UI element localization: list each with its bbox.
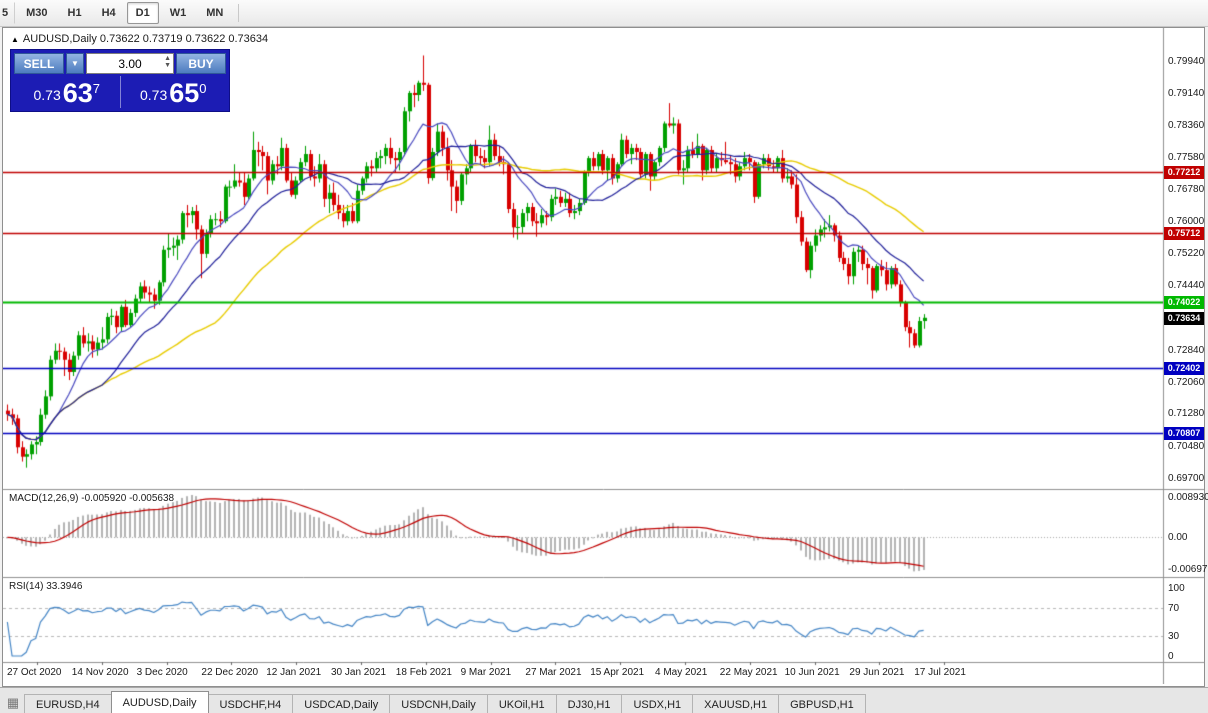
time-axis-label: 22 Dec 2020 — [201, 667, 259, 678]
timeframe-toolbar: 5 M30 H1 H4 D1 W1 MN — [0, 0, 1208, 27]
sell-price[interactable]: 0.73 63 7 — [14, 76, 120, 108]
tab-audusd-daily[interactable]: AUDUSD,Daily — [110, 691, 209, 713]
time-axis-label: 15 Apr 2021 — [590, 667, 645, 678]
timeframe-button-d1[interactable]: D1 — [126, 2, 159, 24]
chart-symbol-icon: ▲ — [11, 34, 19, 44]
time-axis-label: 14 Nov 2020 — [71, 667, 129, 678]
price-axis[interactable]: 0.79940 0.79140 0.78360 0.77580 0.76780 0.760… — [1164, 28, 1208, 684]
chart-title-text: AUDUSD,Daily 0.73622 0.73719 0.73622 0.7… — [22, 33, 269, 45]
buy-price[interactable]: 0.73 65 0 — [119, 76, 227, 108]
time-axis-label: 22 May 2021 — [719, 667, 778, 678]
macd-axis-label: 0.00 — [1168, 532, 1188, 544]
volume-value: 3.00 — [118, 56, 142, 71]
buy-price-small: 0.73 — [139, 87, 168, 103]
one-click-trading-panel: SELL ▼ 3.00 ▲ ▼ BUY 0.73 63 7 0.73 65 0 — [10, 49, 230, 112]
time-axis[interactable]: 27 Oct 2020 14 Nov 2020 3 Dec 2020 22 Dec 2… — [3, 665, 1163, 683]
buy-price-big: 65 — [169, 78, 200, 108]
toolbar-separator — [238, 4, 240, 22]
time-axis-label: 17 Jul 2021 — [914, 667, 966, 678]
price-axis-label: 0.78360 — [1168, 120, 1205, 132]
tab-ukoil-h1[interactable]: UKOil,H1 — [486, 694, 557, 713]
sell-button[interactable]: SELL — [14, 53, 64, 74]
resistance-line-tag: 0.77212 — [1164, 165, 1204, 179]
sell-price-big: 63 — [62, 78, 93, 108]
tab-gbpusd-h1[interactable]: GBPUSD,H1 — [778, 694, 866, 713]
rsi-axis-label: 0 — [1168, 651, 1174, 662]
buy-price-sup: 0 — [199, 81, 207, 96]
current-price-tag: 0.73634 — [1164, 311, 1204, 325]
tab-dj30-h1[interactable]: DJ30,H1 — [555, 694, 623, 713]
time-axis-label: 3 Dec 2020 — [136, 667, 188, 678]
sell-price-small: 0.73 — [33, 87, 61, 103]
resistance-line-tag: 0.75712 — [1164, 226, 1204, 240]
timeframe-button-mn[interactable]: MN — [206, 7, 224, 19]
price-axis-label: 0.72840 — [1168, 344, 1205, 356]
time-axis-label: 29 Jun 2021 — [849, 667, 905, 678]
chart-window: ▲ AUDUSD,Daily 0.73622 0.73719 0.73622 0… — [2, 27, 1208, 687]
price-axis-label: 0.76780 — [1168, 184, 1205, 196]
chevron-down-icon: ▼ — [71, 59, 79, 68]
price-axis-label: 0.72060 — [1168, 376, 1205, 388]
macd-axis-label: -0.00697 — [1168, 564, 1208, 576]
time-axis-label: 30 Jan 2021 — [331, 667, 387, 678]
chart-title: ▲ AUDUSD,Daily 0.73622 0.73719 0.73622 0… — [11, 33, 268, 45]
timeframe-button-m30[interactable]: M30 — [26, 7, 48, 19]
time-axis-label: 18 Feb 2021 — [395, 667, 452, 678]
step-up-icon[interactable]: ▲ — [164, 55, 171, 62]
price-axis-label: 0.75220 — [1168, 248, 1205, 260]
price-axis-label: 0.79940 — [1168, 55, 1205, 67]
rsi-axis-label: 30 — [1168, 630, 1180, 642]
timeframe-button-w1[interactable]: W1 — [169, 7, 187, 19]
price-axis-label: 0.77580 — [1168, 151, 1205, 163]
time-axis-label: 4 May 2021 — [655, 667, 708, 678]
price-axis-label: 0.76000 — [1168, 216, 1205, 228]
chart-canvas[interactable] — [3, 28, 1204, 684]
support-line-tag: 0.72402 — [1164, 361, 1204, 375]
support-line-tag: 0.74022 — [1164, 295, 1204, 309]
tab-usdcad-daily[interactable]: USDCAD,Daily — [292, 694, 391, 713]
tab-usdcnh-daily[interactable]: USDCNH,Daily — [389, 694, 488, 713]
price-axis-label: 0.70480 — [1168, 441, 1205, 453]
price-axis-label: 0.71280 — [1168, 408, 1205, 420]
support-line-tag: 0.70807 — [1164, 426, 1204, 440]
time-axis-label: 27 Oct 2020 — [7, 667, 62, 678]
chart-tab-list: EURUSD,H4 AUDUSD,Daily USDCHF,H4 USDCAD,Dai… — [24, 688, 866, 713]
time-axis-label: 9 Mar 2021 — [460, 667, 512, 678]
volume-stepper[interactable]: ▲ ▼ — [164, 55, 171, 69]
price-axis-label: 0.79140 — [1168, 88, 1205, 100]
price-axis-label: 0.69700 — [1168, 472, 1205, 484]
time-axis-label: 27 Mar 2021 — [525, 667, 582, 678]
order-type-dropdown[interactable]: ▼ — [66, 53, 84, 74]
chart-tabs-bar: ▦ EURUSD,H4 AUDUSD,Daily USDCHF,H4 USDCAD,D… — [0, 687, 1208, 713]
time-axis-label: 12 Jan 2021 — [266, 667, 322, 678]
price-axis-label: 0.74440 — [1168, 279, 1205, 291]
tab-xauusd-h1[interactable]: XAUUSD,H1 — [692, 694, 780, 713]
step-down-icon[interactable]: ▼ — [164, 62, 171, 69]
chart-grid-icon[interactable]: ▦ — [6, 695, 20, 710]
buy-button[interactable]: BUY — [176, 53, 226, 74]
sell-price-sup: 7 — [92, 81, 101, 96]
volume-input[interactable]: 3.00 ▲ ▼ — [86, 53, 174, 74]
timeframe-button-h4[interactable]: H4 — [101, 7, 116, 19]
timeframe-button-5[interactable]: 5 — [0, 2, 16, 24]
tab-eurusd-h4[interactable]: EURUSD,H4 — [24, 694, 112, 713]
macd-label: MACD(12,26,9) -0.005920 -0.005638 — [9, 493, 175, 504]
tab-usdchf-h4[interactable]: USDCHF,H4 — [207, 694, 294, 713]
tab-usdx-h1[interactable]: USDX,H1 — [621, 694, 694, 713]
rsi-axis-label: 100 — [1168, 583, 1185, 594]
rsi-axis-label: 70 — [1168, 603, 1180, 615]
time-axis-label: 10 Jun 2021 — [784, 667, 840, 678]
macd-axis-label: 0.008930 — [1168, 491, 1208, 503]
timeframe-button-h1[interactable]: H1 — [67, 7, 82, 19]
rsi-label: RSI(14) 33.3946 — [9, 581, 83, 592]
